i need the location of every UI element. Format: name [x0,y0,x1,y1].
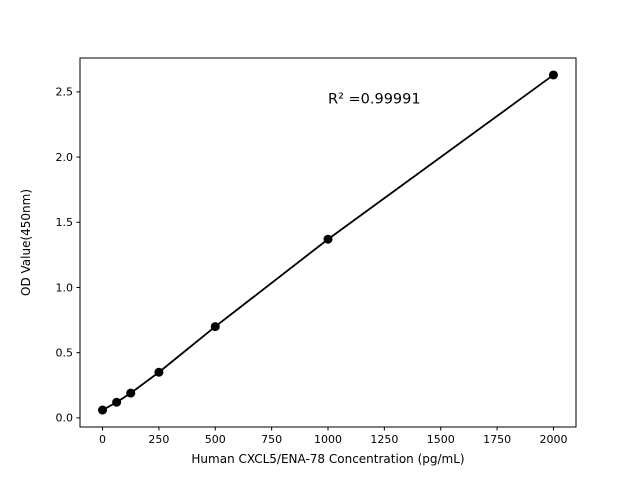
y-tick-label: 1.0 [56,281,74,294]
y-tick-label: 2.5 [56,86,74,99]
x-tick-label: 500 [205,433,226,446]
data-point [98,405,108,415]
data-point [154,367,164,377]
y-tick-label: 0.0 [56,412,74,425]
data-point [323,234,333,244]
y-tick-label: 0.5 [56,346,74,359]
data-point [548,70,558,80]
data-point [210,322,220,332]
x-tick-label: 2000 [539,433,567,446]
y-tick-label: 2.0 [56,151,74,164]
x-tick-label: 1750 [483,433,511,446]
x-tick-label: 1500 [427,433,455,446]
x-tick-label: 750 [261,433,282,446]
data-point [112,397,122,407]
data-point [126,388,136,398]
x-axis-label: Human CXCL5/ENA-78 Concentration (pg/mL) [191,452,464,466]
x-tick-label: 1250 [370,433,398,446]
r-squared-annotation: R² =0.99991 [328,92,421,108]
y-axis-label: OD Value(450nm) [19,189,33,296]
x-tick-label: 250 [148,433,169,446]
y-tick-label: 1.5 [56,216,74,229]
x-tick-label: 0 [99,433,106,446]
x-tick-label: 1000 [314,433,342,446]
